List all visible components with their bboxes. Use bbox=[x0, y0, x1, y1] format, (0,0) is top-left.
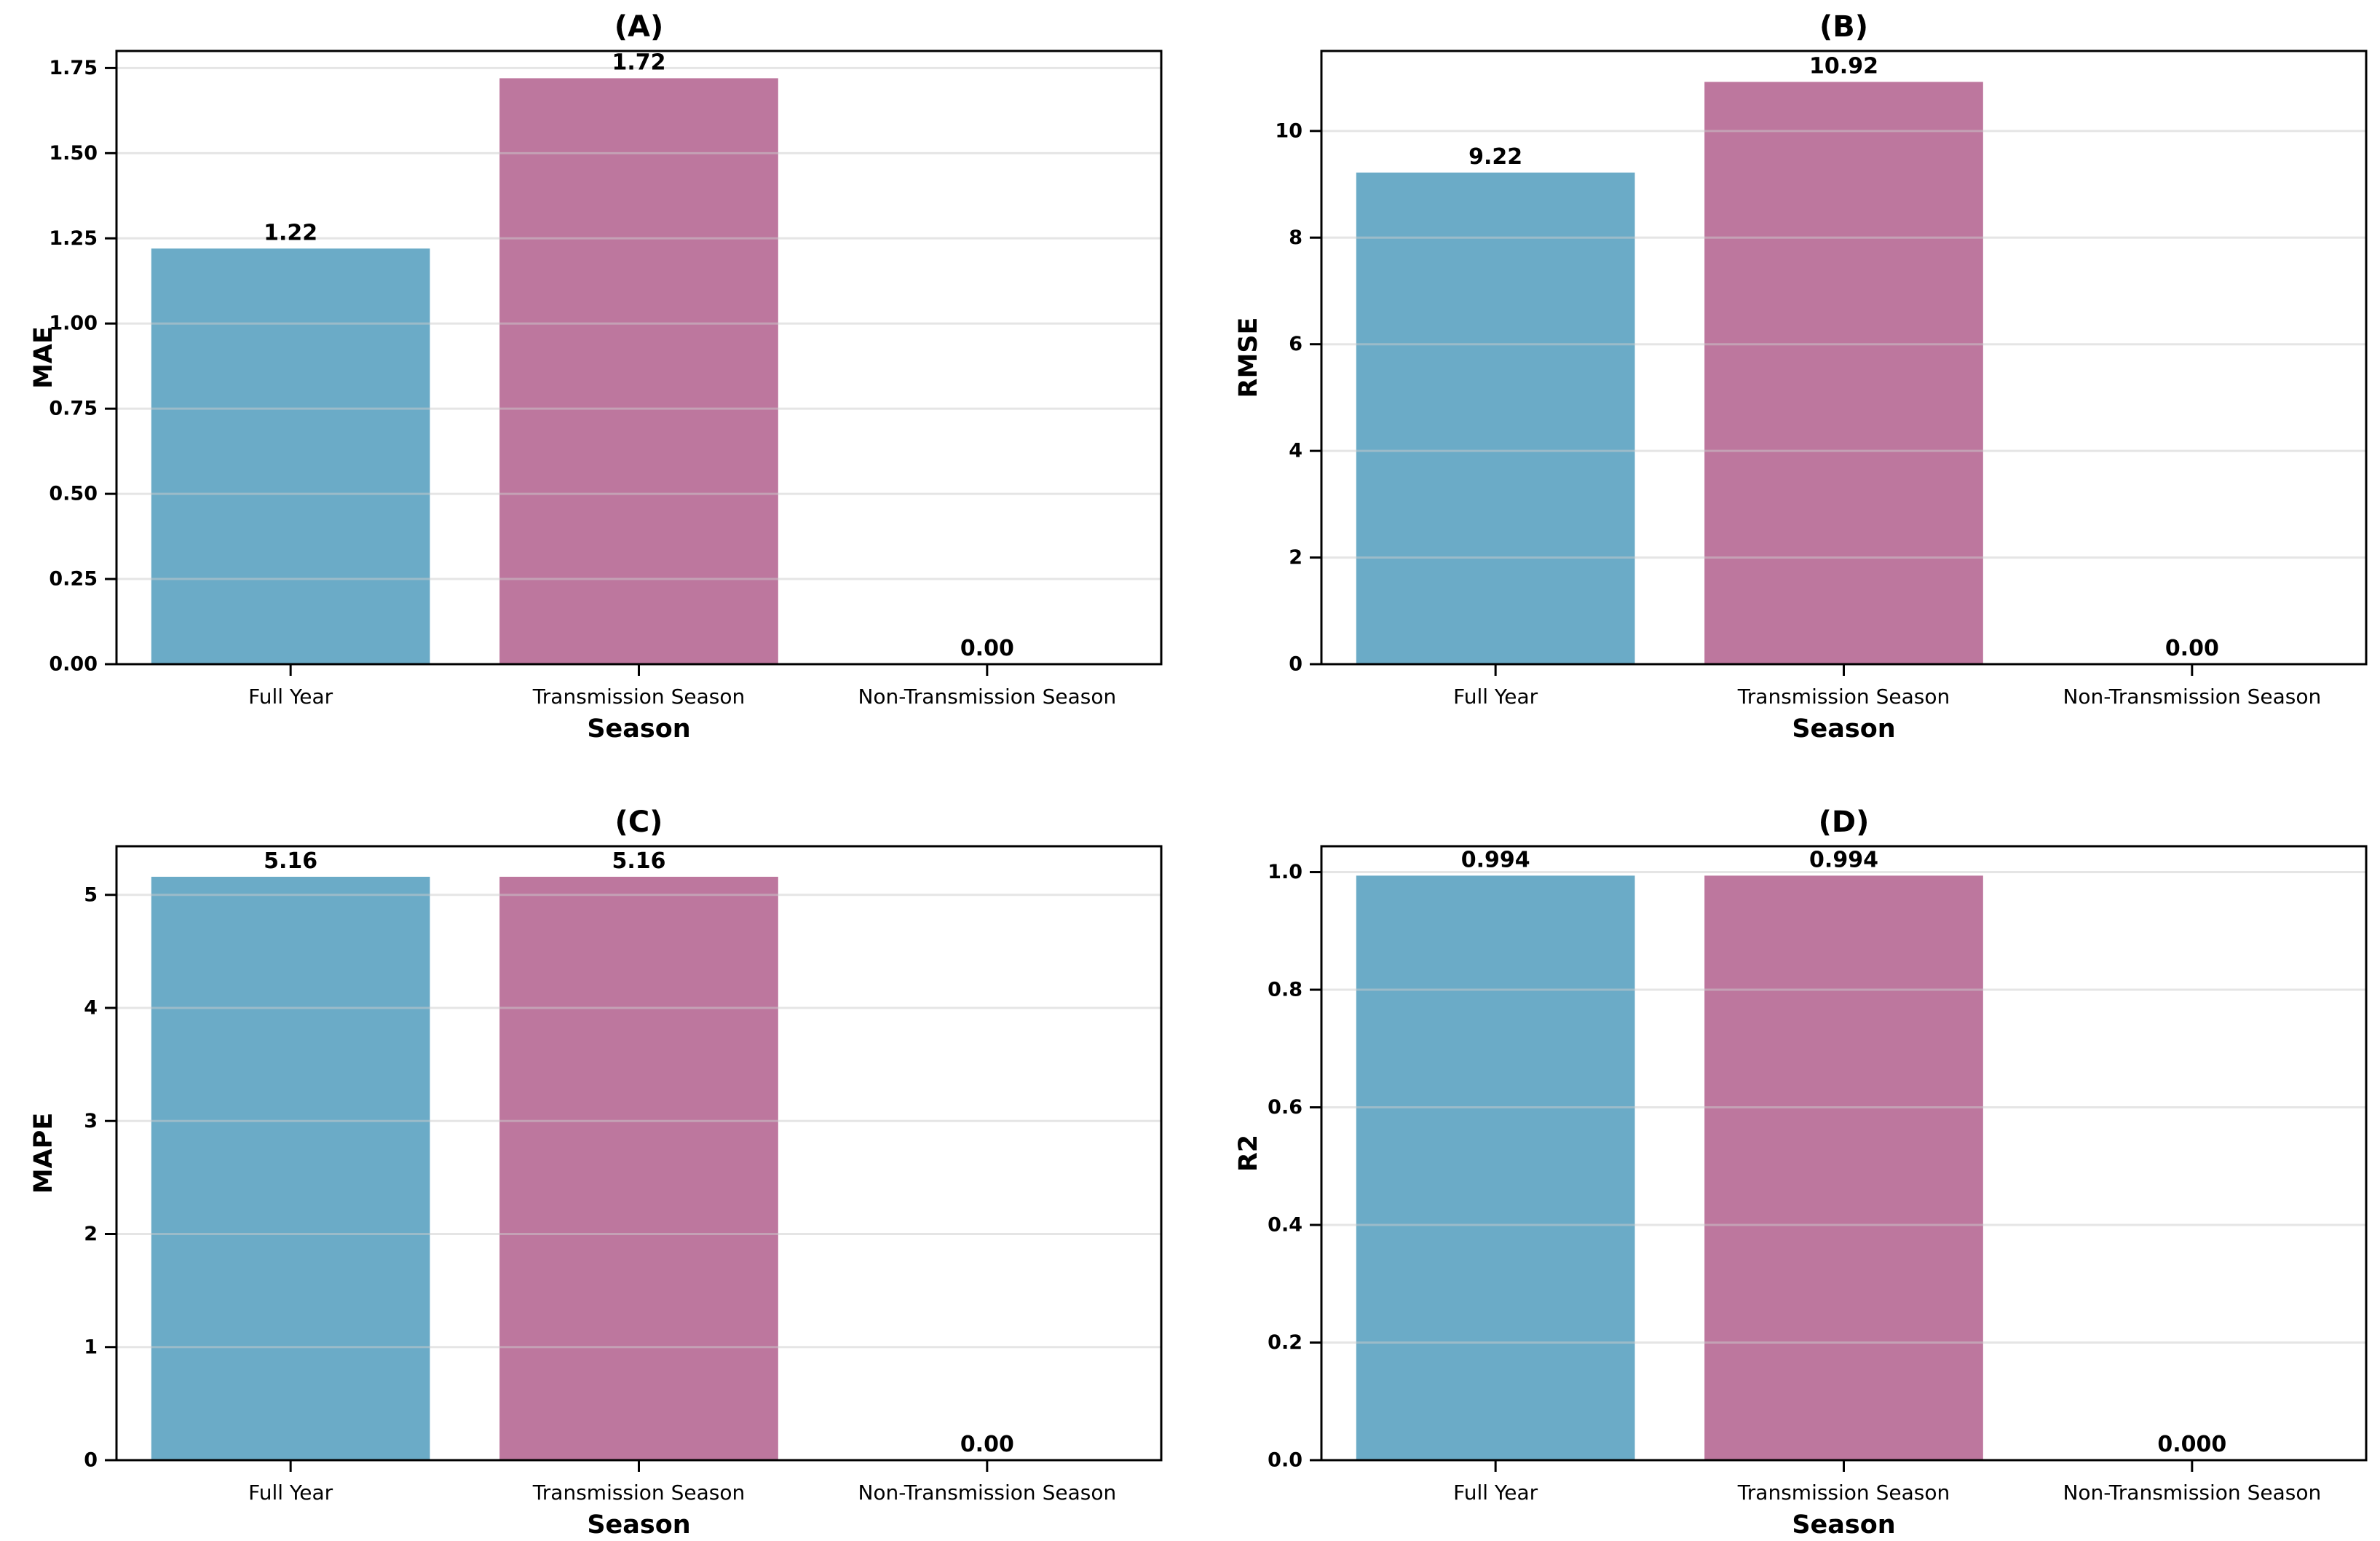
y-tick-label: 5 bbox=[84, 883, 98, 906]
bar-value-label: 1.22 bbox=[264, 220, 317, 245]
subplot-title: (D) bbox=[1819, 805, 1870, 839]
subplot-D: 0.0 0.2 0.4 0.6 0.8 1.0 Full Year Transmission … bbox=[1234, 805, 2368, 1540]
bar-full-year bbox=[151, 248, 430, 664]
y-tick-label: 0.25 bbox=[49, 568, 98, 591]
y-tick-label: 2 bbox=[84, 1223, 98, 1245]
y-tick-label: 1.50 bbox=[49, 142, 98, 165]
x-tick-label-non-transmission-season: Non-Transmission Season bbox=[2063, 685, 2321, 709]
x-tick-label-non-transmission-season: Non-Transmission Season bbox=[858, 685, 1116, 709]
y-tick-label: 2 bbox=[1289, 546, 1302, 569]
bar-full-year bbox=[151, 876, 430, 1460]
x-tick-label-transmission-season: Transmission Season bbox=[532, 1481, 745, 1505]
bar-full-year bbox=[1356, 875, 1635, 1460]
y-tick-label: 4 bbox=[84, 997, 98, 1020]
bar-transmission-season bbox=[499, 78, 778, 664]
bar-full-year bbox=[1356, 172, 1635, 664]
y-tick-label: 3 bbox=[84, 1110, 98, 1132]
x-tick-label-non-transmission-season: Non-Transmission Season bbox=[2063, 1481, 2321, 1505]
y-axis-label: MAPE bbox=[29, 1113, 58, 1194]
subplot-B: 0 2 4 6 8 10 Full Year Transmission Season Non-T… bbox=[1234, 10, 2368, 744]
x-axis-label: Season bbox=[587, 1510, 690, 1540]
y-tick-label: 1.75 bbox=[49, 57, 98, 79]
bar-value-label: 10.92 bbox=[1809, 53, 1878, 79]
bar-value-label: 0.000 bbox=[2157, 1432, 2226, 1457]
y-tick-label: 0.50 bbox=[49, 483, 98, 505]
y-tick-label: 4 bbox=[1289, 440, 1302, 462]
y-tick-label: 0.0 bbox=[1268, 1449, 1302, 1472]
bar-value-label: 9.22 bbox=[1468, 144, 1522, 170]
x-tick-label-full-year: Full Year bbox=[248, 685, 333, 709]
y-tick-label: 6 bbox=[1289, 333, 1302, 355]
y-axis-label: MAE bbox=[29, 326, 58, 389]
bar-transmission-season bbox=[1704, 82, 1983, 665]
y-tick-label: 1.25 bbox=[49, 227, 98, 250]
x-axis-label: Season bbox=[587, 714, 690, 744]
x-tick-label-non-transmission-season: Non-Transmission Season bbox=[858, 1481, 1116, 1505]
bar-value-label: 0.994 bbox=[1809, 847, 1878, 872]
subplot-A: 0.00 0.25 0.50 0.75 1.00 1.25 1.50 1.75 Full Yea… bbox=[29, 10, 1163, 744]
y-axis-label: RMSE bbox=[1234, 318, 1263, 398]
bar-value-label: 0.994 bbox=[1461, 847, 1530, 872]
subplot-title: (A) bbox=[614, 10, 664, 44]
x-tick-label-transmission-season: Transmission Season bbox=[532, 685, 745, 709]
subplot-title: (B) bbox=[1819, 10, 1868, 44]
y-tick-label: 0 bbox=[1289, 653, 1302, 676]
x-tick-label-transmission-season: Transmission Season bbox=[1737, 1481, 1950, 1505]
y-tick-label: 10 bbox=[1275, 119, 1302, 142]
y-tick-label: 8 bbox=[1289, 226, 1302, 249]
bar-value-label: 5.16 bbox=[264, 848, 317, 874]
y-tick-label: 1.0 bbox=[1268, 861, 1302, 883]
y-tick-label: 0.8 bbox=[1268, 979, 1302, 1001]
bar-transmission-season bbox=[1704, 875, 1983, 1460]
y-tick-label: 0.75 bbox=[49, 398, 98, 420]
y-tick-label: 0.00 bbox=[49, 653, 98, 676]
y-tick-label: 0.6 bbox=[1268, 1096, 1302, 1119]
y-tick-label: 0 bbox=[84, 1449, 98, 1472]
bar-value-label: 5.16 bbox=[612, 848, 665, 874]
x-tick-label-full-year: Full Year bbox=[1453, 685, 1538, 709]
bar-value-label: 0.00 bbox=[960, 636, 1014, 661]
subplot-title: (C) bbox=[615, 805, 663, 839]
bar-value-label: 0.00 bbox=[960, 1432, 1014, 1457]
subplot-C: 0 1 2 3 4 5 Full Year Transmission Season Non-Tr… bbox=[29, 805, 1163, 1540]
y-tick-label: 0.2 bbox=[1268, 1331, 1302, 1354]
y-axis-label: R2 bbox=[1234, 1135, 1263, 1172]
x-axis-label: Season bbox=[1792, 714, 1895, 744]
y-tick-label: 0.4 bbox=[1268, 1214, 1302, 1237]
y-tick-label: 1.00 bbox=[49, 312, 98, 335]
bar-value-label: 0.00 bbox=[2165, 636, 2219, 661]
x-tick-label-full-year: Full Year bbox=[1453, 1481, 1538, 1505]
y-tick-label: 1 bbox=[84, 1336, 98, 1358]
bar-value-label: 1.72 bbox=[612, 50, 665, 75]
bar-transmission-season bbox=[499, 876, 778, 1460]
x-tick-label-transmission-season: Transmission Season bbox=[1737, 685, 1950, 709]
x-axis-label: Season bbox=[1792, 1510, 1895, 1540]
x-tick-label-full-year: Full Year bbox=[248, 1481, 333, 1505]
